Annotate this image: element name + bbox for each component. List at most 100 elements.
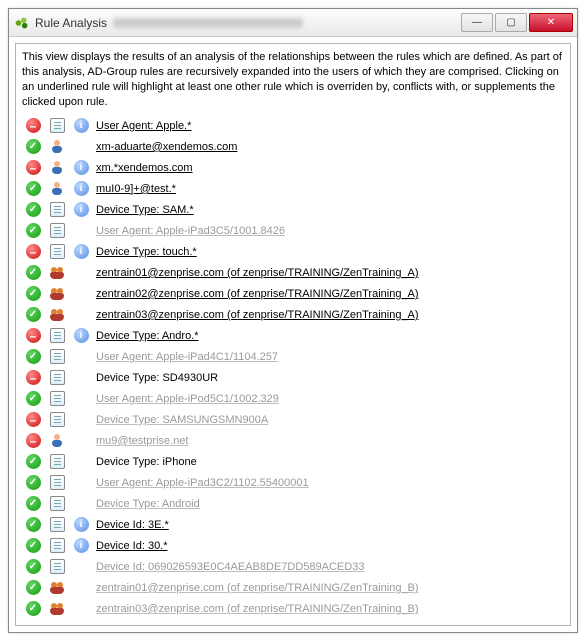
rule-row[interactable]: Device Type: Andro.* [22, 325, 564, 346]
user-icon [48, 181, 66, 196]
rule-label[interactable]: zentrain01@zenprise.com (of zenprise/TRA… [96, 582, 564, 594]
note-icon [48, 202, 66, 217]
note-icon [48, 517, 66, 532]
note-icon [48, 118, 66, 133]
status-allow-icon [24, 265, 42, 280]
status-deny-icon [24, 244, 42, 259]
rule-row[interactable]: xm.*xendemos.com [22, 157, 564, 178]
user-icon [48, 139, 66, 154]
status-deny-icon [24, 412, 42, 427]
rule-label[interactable]: User Agent: Apple-iPad3C2/1102.55400001 [96, 477, 564, 489]
rule-row[interactable]: User Agent: Apple-iPad3C5/1001.8426 [22, 220, 564, 241]
redacted-title-fragment [113, 18, 303, 28]
group-icon [48, 307, 66, 322]
rule-label[interactable]: zentrain03@zenprise.com (of zenprise/TRA… [96, 603, 564, 615]
note-icon [48, 538, 66, 553]
group-icon [48, 580, 66, 595]
rule-row[interactable]: Device Id: 30.* [22, 535, 564, 556]
rule-label[interactable]: muI0-9]+@test.* [96, 183, 564, 195]
rule-list: User Agent: Apple.* xm-aduarte@xendemos.c… [22, 115, 564, 619]
rule-label[interactable]: Device Type: SAM.* [96, 204, 564, 216]
rule-label[interactable]: User Agent: Apple-iPod5C1/1002.329 [96, 393, 564, 405]
rule-row[interactable]: Device Type: SAM.* [22, 199, 564, 220]
group-icon [48, 265, 66, 280]
status-allow-icon [24, 349, 42, 364]
status-deny-icon [24, 370, 42, 385]
description-text: This view displays the results of an ana… [22, 50, 564, 109]
rule-row[interactable]: zentrain02@zenprise.com (of zenprise/TRA… [22, 283, 564, 304]
rule-row[interactable]: User Agent: Apple-iPad3C2/1102.55400001 [22, 472, 564, 493]
window-buttons: — ▢ ✕ [461, 13, 573, 32]
rule-label[interactable]: zentrain03@zenprise.com (of zenprise/TRA… [96, 309, 564, 321]
note-icon [48, 391, 66, 406]
rule-row[interactable]: zentrain01@zenprise.com (of zenprise/TRA… [22, 577, 564, 598]
maximize-button[interactable]: ▢ [495, 13, 527, 32]
rule-label[interactable]: xm.*xendemos.com [96, 162, 564, 174]
status-deny-icon [24, 118, 42, 133]
rule-label[interactable]: User Agent: Apple-iPad4C1/1104.257 [96, 351, 564, 363]
rule-label[interactable]: Device Type: touch.* [96, 246, 564, 258]
note-icon [48, 496, 66, 511]
rule-label[interactable]: Device Id: 30.* [96, 540, 564, 552]
status-deny-icon [24, 433, 42, 448]
rule-label[interactable]: xm-aduarte@xendemos.com [96, 141, 564, 153]
note-icon [48, 475, 66, 490]
info-icon [72, 517, 90, 532]
rule-row[interactable]: Device Id: 069026593E0C4AEAB8DE7DD589ACE… [22, 556, 564, 577]
rule-row[interactable]: zentrain03@zenprise.com (of zenprise/TRA… [22, 304, 564, 325]
group-icon [48, 286, 66, 301]
rule-label[interactable]: zentrain01@zenprise.com (of zenprise/TRA… [96, 267, 564, 279]
rule-row[interactable]: User Agent: Apple.* [22, 115, 564, 136]
rule-label[interactable]: Device Id: 069026593E0C4AEAB8DE7DD589ACE… [96, 561, 564, 573]
rule-row[interactable]: Device Type: iPhone [22, 451, 564, 472]
content-panel: This view displays the results of an ana… [15, 43, 571, 626]
close-button[interactable]: ✕ [529, 13, 573, 32]
status-allow-icon [24, 559, 42, 574]
info-icon [72, 181, 90, 196]
note-icon [48, 454, 66, 469]
info-icon [72, 160, 90, 175]
note-icon [48, 328, 66, 343]
rule-label[interactable]: Device Type: iPhone [96, 456, 564, 468]
rule-label[interactable]: User Agent: Apple-iPad3C5/1001.8426 [96, 225, 564, 237]
status-allow-icon [24, 454, 42, 469]
info-icon [72, 328, 90, 343]
rule-row[interactable]: Device Type: SD4930UR [22, 367, 564, 388]
status-allow-icon [24, 475, 42, 490]
rule-row[interactable]: User Agent: Apple-iPad4C1/1104.257 [22, 346, 564, 367]
rule-row[interactable]: zentrain01@zenprise.com (of zenprise/TRA… [22, 262, 564, 283]
rule-label[interactable]: mu9@testprise.net [96, 435, 564, 447]
rule-label[interactable]: Device Type: SAMSUNGSMN900A [96, 414, 564, 426]
status-allow-icon [24, 139, 42, 154]
status-allow-icon [24, 202, 42, 217]
rule-row[interactable]: mu9@testprise.net [22, 430, 564, 451]
status-allow-icon [24, 580, 42, 595]
status-allow-icon [24, 601, 42, 616]
titlebar: Rule Analysis — ▢ ✕ [9, 9, 577, 37]
rule-label[interactable]: User Agent: Apple.* [96, 120, 564, 132]
rule-row[interactable]: Device Type: touch.* [22, 241, 564, 262]
rule-label[interactable]: zentrain02@zenprise.com (of zenprise/TRA… [96, 288, 564, 300]
minimize-button[interactable]: — [461, 13, 493, 32]
status-allow-icon [24, 517, 42, 532]
note-icon [48, 223, 66, 238]
rule-label[interactable]: Device Id: 3E.* [96, 519, 564, 531]
rule-row[interactable]: User Agent: Apple-iPod5C1/1002.329 [22, 388, 564, 409]
status-allow-icon [24, 181, 42, 196]
rule-label[interactable]: Device Type: Android [96, 498, 564, 510]
info-icon [72, 118, 90, 133]
rule-row[interactable]: Device Type: Android [22, 493, 564, 514]
rule-row[interactable]: Device Type: SAMSUNGSMN900A [22, 409, 564, 430]
rule-row[interactable]: xm-aduarte@xendemos.com [22, 136, 564, 157]
rule-row[interactable]: muI0-9]+@test.* [22, 178, 564, 199]
status-allow-icon [24, 223, 42, 238]
user-icon [48, 160, 66, 175]
rule-row[interactable]: Device Id: 3E.* [22, 514, 564, 535]
rule-row[interactable]: zentrain03@zenprise.com (of zenprise/TRA… [22, 598, 564, 619]
status-allow-icon [24, 286, 42, 301]
status-allow-icon [24, 496, 42, 511]
user-icon [48, 433, 66, 448]
status-allow-icon [24, 391, 42, 406]
rule-label[interactable]: Device Type: Andro.* [96, 330, 564, 342]
rule-label[interactable]: Device Type: SD4930UR [96, 372, 564, 384]
